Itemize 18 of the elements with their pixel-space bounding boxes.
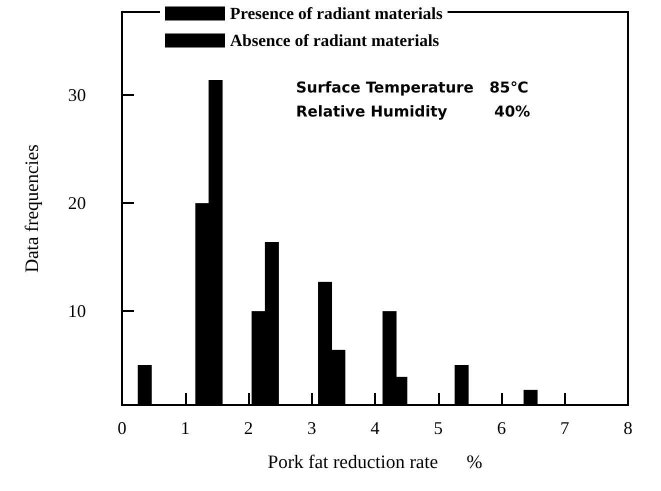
x-tick-label: 0 (118, 418, 126, 438)
y-tick-label: 30 (68, 85, 86, 106)
x-axis-title: Pork fat reduction rate % (268, 452, 483, 473)
legend-label: Presence of radiant materials (230, 4, 443, 23)
annotation: Relative Humidity 40% (296, 102, 530, 120)
x-tick-label: 2 (244, 418, 253, 438)
x-tick-label: 7 (560, 418, 570, 438)
y-axis-title: Data frequencies (22, 144, 43, 273)
x-tick-label: 5 (434, 418, 443, 438)
y-tick-label: 10 (68, 301, 86, 322)
x-tick-label: 1 (180, 418, 190, 438)
y-tick-label: 20 (68, 193, 86, 214)
x-tick-label: 4 (370, 418, 380, 438)
x-tick-label: 3 (307, 418, 316, 438)
x-tick-label: 6 (497, 418, 506, 438)
annotation: Surface Temperature 85℃ (296, 78, 528, 96)
legend-label: Absence of radiant materials (230, 31, 440, 50)
x-tick-label: 8 (624, 418, 632, 438)
